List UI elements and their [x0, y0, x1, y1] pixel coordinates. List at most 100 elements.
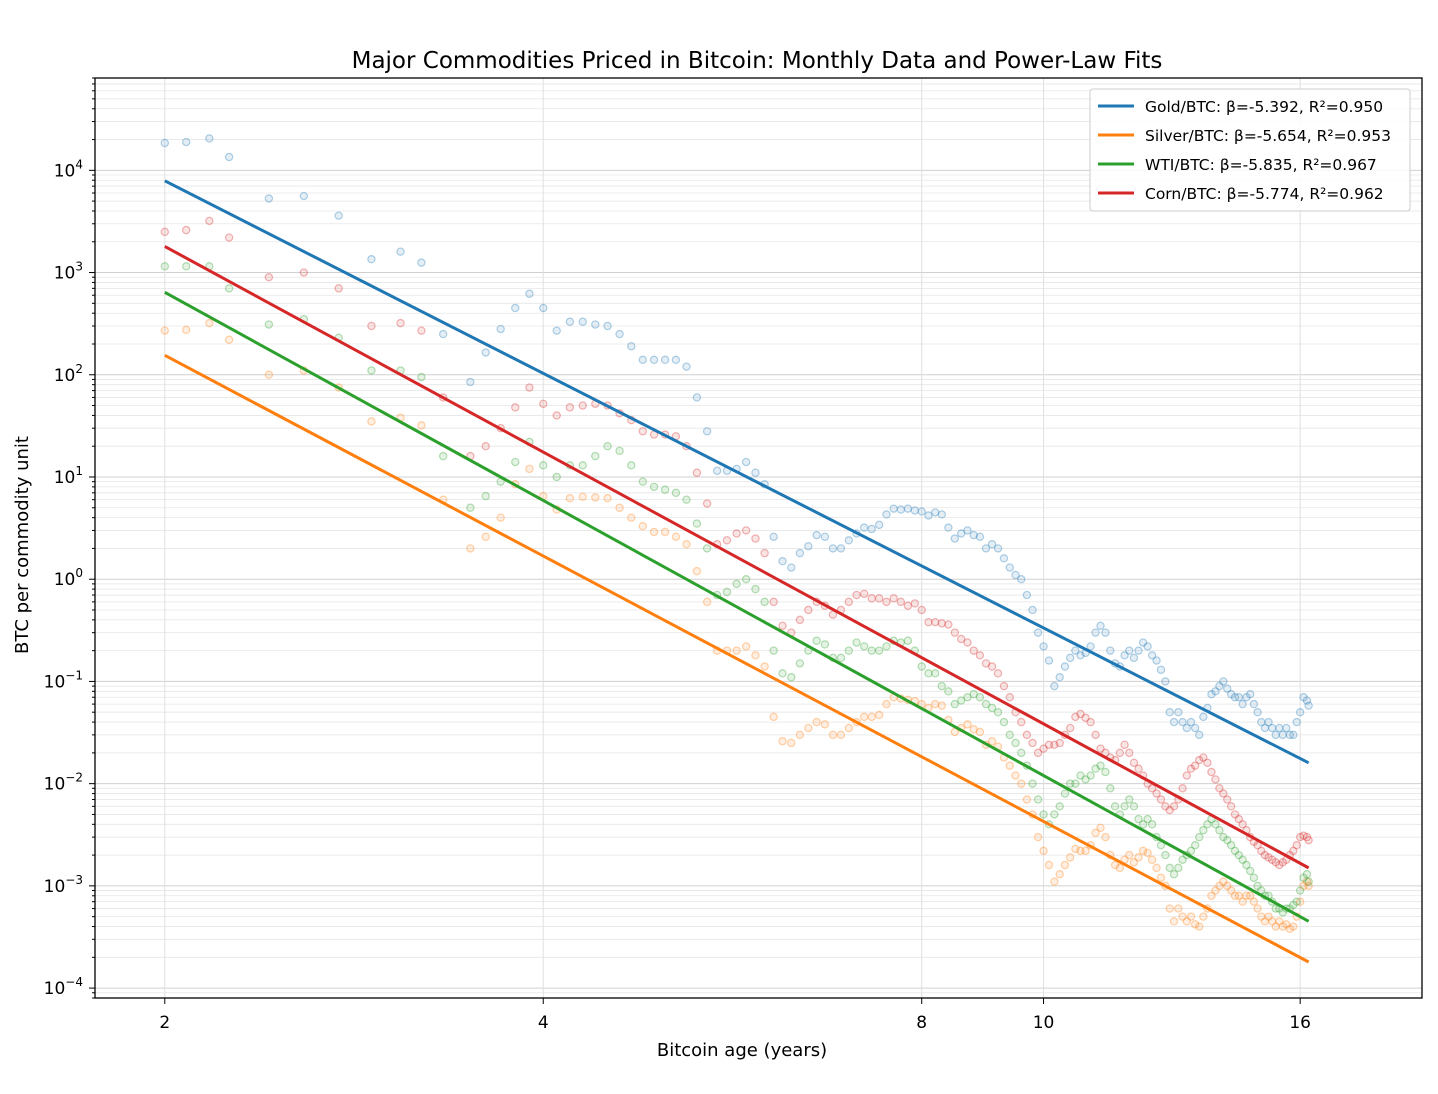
data-point: [1182, 917, 1191, 926]
data-point: [751, 584, 760, 594]
y-tick-label: 10−3: [44, 873, 83, 897]
data-point: [844, 597, 854, 607]
data-point: [539, 303, 548, 313]
data-point: [1169, 717, 1179, 727]
data-point: [1275, 917, 1284, 926]
data-point: [1071, 779, 1080, 788]
data-point: [889, 594, 898, 603]
data-point: [1129, 758, 1139, 767]
data-point: [795, 659, 805, 668]
data-point: [1096, 761, 1105, 770]
data-point: [367, 417, 376, 426]
plot-frame: [94, 77, 1423, 999]
data-point: [466, 503, 475, 512]
data-point: [1267, 855, 1277, 864]
data-point: [778, 557, 787, 566]
data-point: [867, 524, 876, 534]
data-point: [917, 507, 926, 516]
data-point: [205, 216, 214, 226]
data-point: [1011, 738, 1020, 748]
data-point: [264, 273, 274, 282]
data-point: [937, 681, 947, 691]
data-point: [1238, 820, 1247, 829]
legend-item: WTI/BTC: β=-5.835, R²=0.967: [1098, 156, 1377, 174]
data-point: [859, 642, 869, 651]
data-point: [950, 534, 960, 543]
data-point: [867, 646, 876, 655]
data-point: [1285, 730, 1295, 740]
data-point: [1134, 814, 1143, 824]
data-point: [367, 366, 376, 375]
data-point: [224, 152, 234, 162]
data-point: [1242, 891, 1251, 900]
data-point: [820, 720, 830, 729]
data-point: [1017, 748, 1026, 758]
data-point: [1264, 912, 1273, 921]
data-point: [820, 640, 830, 649]
data-point: [1033, 795, 1043, 804]
data-point: [1186, 717, 1196, 727]
data-point: [1226, 689, 1236, 699]
data-point: [1271, 922, 1280, 931]
data-point: [930, 699, 940, 709]
data-point: [702, 544, 712, 553]
data-point: [1199, 912, 1208, 921]
data-point: [1138, 846, 1148, 856]
data-point: [481, 532, 490, 541]
data-point: [741, 575, 751, 584]
data-point: [1304, 701, 1313, 710]
data-point: [1219, 677, 1228, 686]
y-tick-label: 100: [54, 566, 83, 590]
data-point: [963, 720, 972, 729]
data-point: [1207, 767, 1216, 777]
data-point: [539, 461, 548, 470]
data-point: [205, 134, 214, 143]
data-point: [1039, 810, 1048, 819]
data-point: [930, 669, 940, 678]
data-point: [1017, 575, 1026, 584]
points-layer: [160, 134, 1313, 934]
data-point: [859, 523, 869, 532]
data-point: [1215, 681, 1224, 691]
data-point: [981, 699, 991, 709]
data-point: [481, 348, 490, 357]
data-point: [1292, 717, 1301, 727]
data-point: [1022, 795, 1032, 804]
data-point: [615, 446, 624, 456]
data-point: [1285, 924, 1295, 934]
data-point: [671, 488, 681, 498]
data-point: [1147, 855, 1157, 864]
data-point: [760, 548, 769, 558]
data-point: [1207, 689, 1216, 699]
data-point: [1278, 730, 1288, 740]
data-point: [804, 605, 813, 615]
data-point: [1260, 850, 1270, 860]
data-point: [1178, 717, 1187, 727]
data-point: [1086, 771, 1095, 780]
data-point: [511, 457, 520, 467]
data-point: [944, 687, 953, 696]
data-point: [999, 681, 1009, 691]
data-point: [1161, 802, 1170, 811]
x-tick-label: 16: [1289, 1013, 1311, 1033]
data-point: [1005, 761, 1014, 770]
data-point: [1271, 730, 1280, 740]
data-point: [1223, 881, 1232, 891]
data-point: [882, 642, 891, 651]
data-point: [511, 303, 520, 313]
data-point: [1076, 771, 1085, 780]
data-point: [956, 696, 966, 705]
data-point: [732, 646, 741, 655]
y-tick-label: 104: [54, 157, 83, 181]
data-point: [1292, 840, 1301, 850]
data-point: [1050, 740, 1059, 749]
data-point: [1125, 850, 1134, 860]
data-point: [1028, 779, 1037, 788]
data-point: [1223, 835, 1232, 845]
data-point: [1033, 832, 1043, 842]
data-point: [1065, 653, 1075, 663]
data-point: [1143, 814, 1152, 824]
data-point: [836, 544, 846, 553]
data-point: [1215, 881, 1224, 891]
y-tick-label: 102: [54, 362, 83, 386]
